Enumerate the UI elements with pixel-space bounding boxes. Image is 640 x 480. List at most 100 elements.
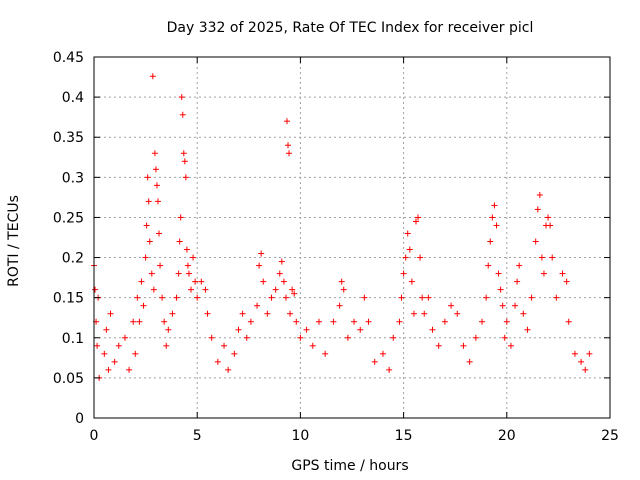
data-point bbox=[183, 246, 190, 253]
data-point bbox=[297, 334, 304, 341]
y-axis-label: ROTI / TECUs bbox=[6, 195, 22, 287]
data-point bbox=[286, 150, 293, 157]
data-point bbox=[194, 294, 201, 301]
data-point bbox=[258, 250, 265, 257]
data-point bbox=[247, 318, 254, 325]
data-point bbox=[398, 294, 405, 301]
data-point bbox=[322, 350, 329, 357]
data-point bbox=[483, 294, 490, 301]
data-point bbox=[514, 278, 521, 285]
data-point bbox=[379, 350, 386, 357]
data-point bbox=[289, 286, 296, 293]
data-point bbox=[239, 310, 246, 317]
x-tick-label: 10 bbox=[291, 428, 309, 444]
data-point bbox=[190, 254, 197, 261]
data-point bbox=[179, 111, 186, 118]
data-point bbox=[493, 222, 500, 229]
data-point bbox=[472, 334, 479, 341]
data-point bbox=[144, 174, 151, 181]
data-point bbox=[204, 310, 211, 317]
data-point bbox=[400, 270, 407, 277]
data-point bbox=[151, 150, 158, 157]
data-point bbox=[454, 310, 461, 317]
data-point bbox=[169, 310, 176, 317]
chart-title: Day 332 of 2025, Rate Of TEC Index for r… bbox=[167, 20, 534, 36]
data-point bbox=[396, 318, 403, 325]
data-point bbox=[408, 278, 415, 285]
data-point bbox=[536, 191, 543, 198]
data-point bbox=[406, 246, 413, 253]
data-point bbox=[417, 254, 424, 261]
plot-frame bbox=[93, 56, 611, 419]
data-point bbox=[485, 262, 492, 269]
data-point bbox=[177, 214, 184, 221]
data-point bbox=[153, 182, 160, 189]
data-point bbox=[103, 326, 110, 333]
data-point bbox=[121, 334, 128, 341]
data-point bbox=[435, 342, 442, 349]
data-point bbox=[512, 302, 519, 309]
data-point bbox=[283, 118, 290, 125]
data-point bbox=[553, 294, 560, 301]
data-point bbox=[578, 358, 585, 365]
data-marks bbox=[91, 73, 593, 381]
x-tick-label: 25 bbox=[601, 428, 619, 444]
y-tick-label: 0.2 bbox=[62, 251, 84, 267]
x-tick-label: 20 bbox=[498, 428, 516, 444]
data-point bbox=[293, 318, 300, 325]
data-point bbox=[491, 202, 498, 209]
data-point bbox=[412, 218, 419, 225]
y-tick-label: 0.45 bbox=[53, 50, 84, 66]
data-point bbox=[582, 366, 589, 373]
data-point bbox=[163, 342, 170, 349]
data-point bbox=[173, 294, 180, 301]
data-point bbox=[338, 278, 345, 285]
data-point bbox=[571, 350, 578, 357]
data-point bbox=[563, 278, 570, 285]
data-point bbox=[528, 294, 535, 301]
data-point bbox=[534, 206, 541, 213]
data-point bbox=[272, 286, 279, 293]
data-point bbox=[94, 342, 101, 349]
data-point bbox=[142, 254, 149, 261]
data-point bbox=[429, 326, 436, 333]
data-point bbox=[178, 94, 185, 101]
data-point bbox=[140, 302, 147, 309]
data-point bbox=[545, 214, 552, 221]
data-point bbox=[208, 334, 215, 341]
data-point bbox=[419, 294, 426, 301]
data-point bbox=[156, 230, 163, 237]
data-point bbox=[309, 342, 316, 349]
data-point bbox=[549, 254, 556, 261]
data-point bbox=[192, 278, 199, 285]
data-point bbox=[185, 270, 192, 277]
y-tick-label: 0.1 bbox=[62, 331, 84, 347]
y-tick-label: 0.25 bbox=[53, 210, 84, 226]
data-point bbox=[495, 270, 502, 277]
data-point bbox=[547, 222, 554, 229]
data-point bbox=[520, 310, 527, 317]
data-point bbox=[540, 270, 547, 277]
data-point bbox=[287, 310, 294, 317]
data-point bbox=[291, 290, 298, 297]
data-point bbox=[351, 318, 358, 325]
data-point bbox=[92, 286, 99, 293]
data-point bbox=[524, 326, 531, 333]
data-point bbox=[254, 302, 261, 309]
data-point bbox=[489, 214, 496, 221]
data-point bbox=[149, 73, 156, 80]
axis-ticks: 0 5 10 15 20 25 0 0.05 0.1 0.15 0.2 0.25 0.3 0.35 0.4 0… bbox=[53, 50, 619, 444]
data-point bbox=[402, 254, 409, 261]
data-point bbox=[282, 294, 289, 301]
data-point bbox=[105, 366, 112, 373]
data-point bbox=[415, 214, 422, 221]
data-point bbox=[466, 358, 473, 365]
data-point bbox=[165, 326, 172, 333]
x-tick-label: 15 bbox=[395, 428, 413, 444]
data-point bbox=[130, 318, 137, 325]
data-point bbox=[425, 294, 432, 301]
data-point bbox=[340, 286, 347, 293]
data-point bbox=[115, 342, 122, 349]
data-point bbox=[404, 230, 411, 237]
data-point bbox=[225, 366, 232, 373]
